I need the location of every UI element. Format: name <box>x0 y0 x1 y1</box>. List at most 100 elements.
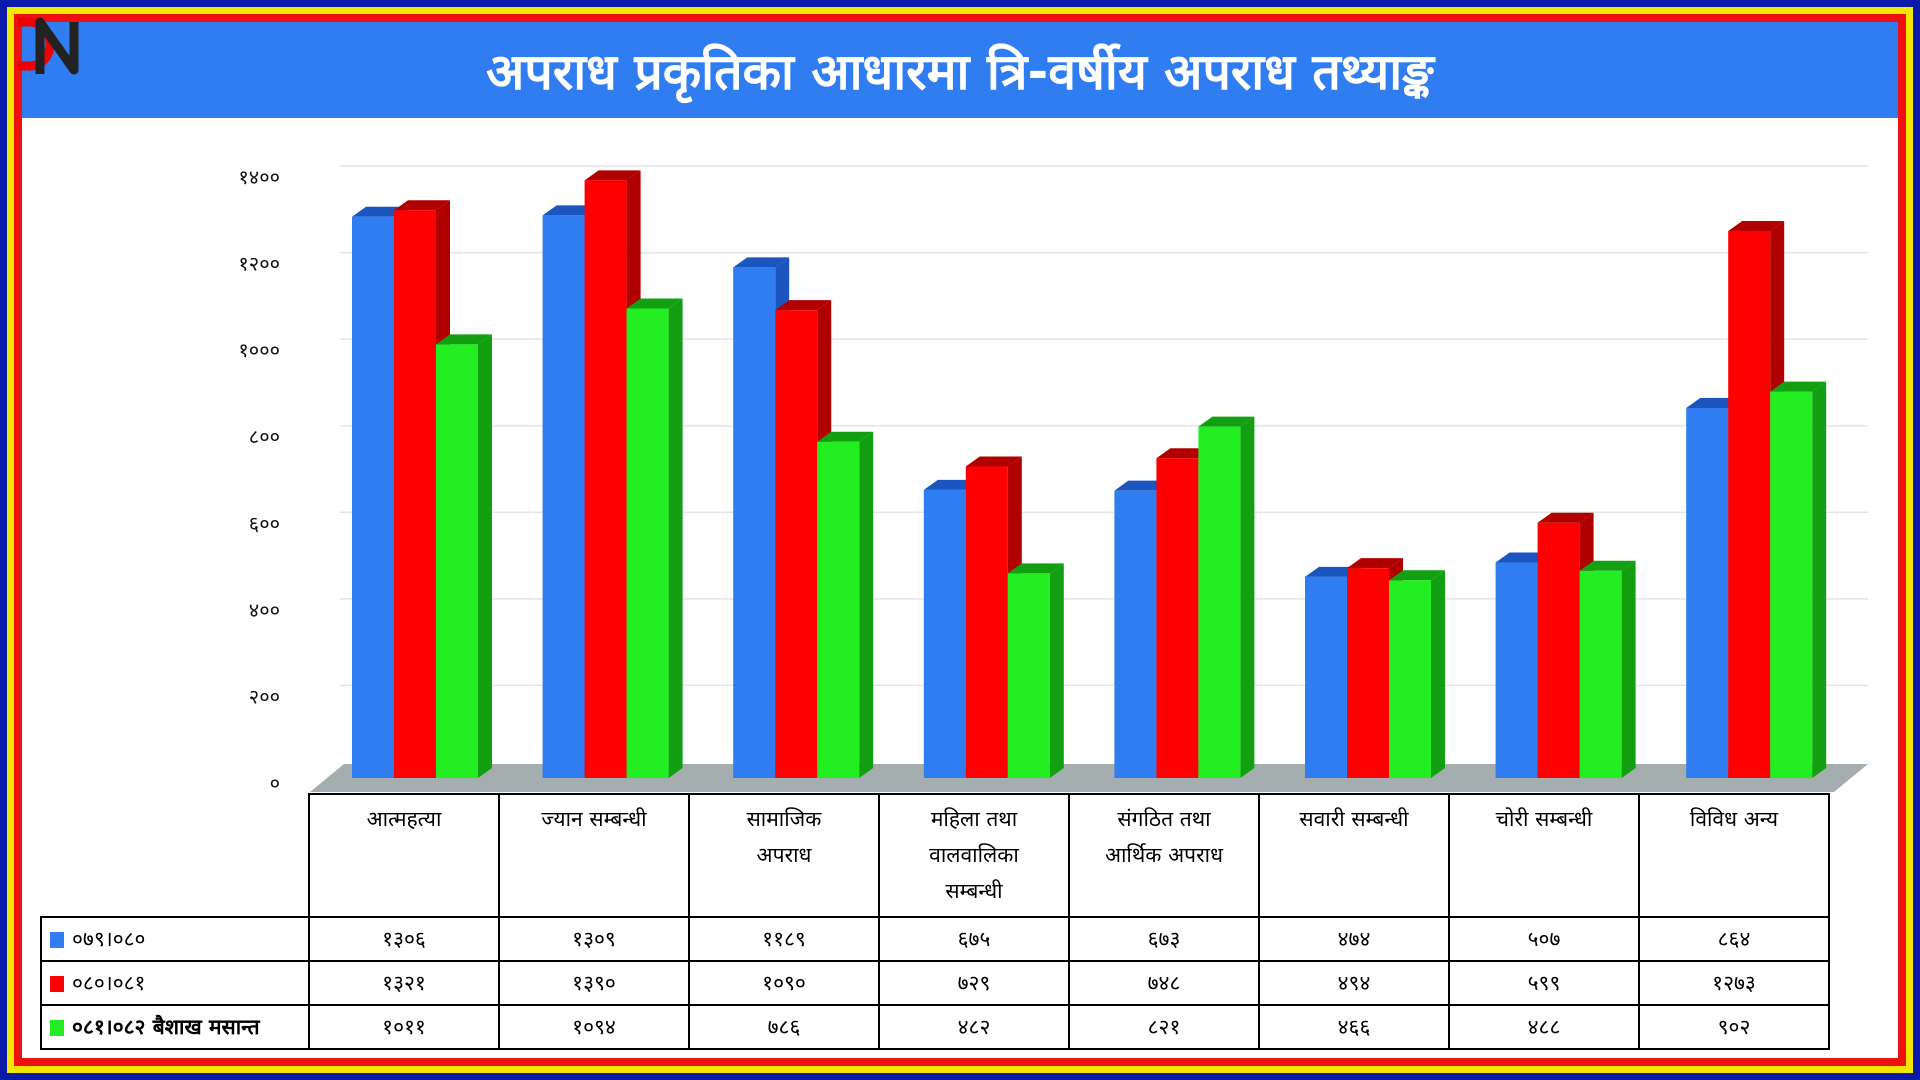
bar-side <box>1621 560 1636 778</box>
data-cell: ७८६ <box>688 1004 880 1050</box>
data-cell: ५९९ <box>1448 960 1640 1006</box>
data-cell: ८२१ <box>1068 1004 1260 1050</box>
category-label-line: ज्यान सम्बन्धी <box>541 807 647 831</box>
bar-top <box>1537 512 1594 523</box>
bar-top <box>1007 563 1064 574</box>
y-tick-label: १२०० <box>238 252 280 276</box>
bar <box>394 210 436 779</box>
category-header: चोरी सम्बन्धी <box>1448 793 1640 918</box>
data-cell: ४८२ <box>878 1004 1070 1050</box>
bar-top <box>436 334 492 345</box>
bar <box>1495 562 1538 778</box>
data-cell: ११८९ <box>688 916 880 962</box>
data-cell: १०९४ <box>498 1004 690 1050</box>
category-label-line: चोरी सम्बन्धी <box>1495 807 1593 831</box>
y-tick-label: २०० <box>249 684 280 708</box>
data-cell: ७२९ <box>878 960 1070 1006</box>
chart-title: अपराध प्रकृतिका आधारमा त्रि-वर्षीय अपराध… <box>486 43 1434 101</box>
bar <box>1686 408 1729 778</box>
bar-top <box>394 200 450 211</box>
category-label-line: वालवालिका <box>929 843 1019 867</box>
data-table: आत्महत्या ज्यान सम्बन्धी सामाजिक अपराध महिला… <box>40 793 1830 1050</box>
data-cell: १०९० <box>688 960 880 1006</box>
bar-side <box>1812 381 1827 778</box>
bar-top <box>1770 381 1827 392</box>
series-name: ०८०।०८१ <box>72 971 146 995</box>
category-label-line: अपराध <box>756 843 812 867</box>
bar-top <box>775 300 832 311</box>
bar-side <box>478 334 492 778</box>
bar <box>352 216 394 778</box>
data-cell: ८६४ <box>1638 916 1830 962</box>
bar <box>542 215 585 778</box>
table-header-row: आत्महत्या ज्यान सम्बन्धी सामाजिक अपराध महिला… <box>41 793 1830 918</box>
category-header: सामाजिक अपराध <box>688 793 880 918</box>
bar <box>1305 576 1347 778</box>
category-label-line: सवारी सम्बन्धी <box>1299 807 1409 831</box>
bar-top <box>817 431 874 442</box>
y-tick-label: ४०० <box>249 598 280 622</box>
chart-floor <box>310 764 1868 792</box>
bar-top <box>1728 220 1785 231</box>
data-cell: ७४८ <box>1068 960 1260 1006</box>
data-cell: ४८८ <box>1448 1004 1640 1050</box>
data-cell: १२७३ <box>1638 960 1830 1006</box>
bar <box>775 310 818 778</box>
bar-side <box>859 431 874 778</box>
bar <box>1389 580 1431 778</box>
category-label-line: सम्बन्धी <box>945 879 1003 903</box>
bar-top <box>626 298 683 309</box>
bar-top <box>1389 570 1445 581</box>
bar-top <box>733 257 790 268</box>
category-label-line: संगठित तथा <box>1117 807 1211 831</box>
legend-cell: ०७९।०८० <box>40 916 310 962</box>
table-row: ०८१।०८२ बैशाख मसान्त १०११ १०९४ ७८६ ४८२ ८२१ ४६६… <box>40 1004 1830 1050</box>
bar <box>923 489 966 778</box>
legend-cell: ०८०।०८१ <box>40 960 310 1006</box>
category-label-line: आत्महत्या <box>366 807 442 831</box>
data-cell: ४९४ <box>1258 960 1450 1006</box>
bar <box>626 308 669 778</box>
data-cell: १३०९ <box>498 916 690 962</box>
bar <box>1537 522 1580 778</box>
legend-swatch <box>50 1020 64 1036</box>
bar <box>965 466 1008 778</box>
table-row: ०७९।०८० १३०६ १३०९ ११८९ ६७५ ६७३ ४७४ ५०७ ८६४ <box>40 916 1830 962</box>
bar <box>733 267 776 778</box>
bar <box>1770 391 1813 778</box>
series-name: ०८१।०८२ बैशाख मसान्त <box>72 1015 260 1039</box>
category-label-line: सामाजिक <box>746 807 822 831</box>
data-cell: ४६६ <box>1258 1004 1450 1050</box>
bar <box>1198 426 1241 778</box>
legend-swatch <box>50 932 64 948</box>
y-tick-label: ० <box>270 771 280 795</box>
category-header: महिला तथा वालवालिका सम्बन्धी <box>878 793 1070 918</box>
bar-side <box>668 298 683 778</box>
bar-top <box>1347 558 1403 569</box>
title-bar: अपराध प्रकृतिका आधारमा त्रि-वर्षीय अपराध… <box>22 22 1898 118</box>
bar-top <box>1579 560 1636 571</box>
bar-side <box>1431 570 1445 778</box>
table-corner <box>41 794 310 917</box>
bar <box>1347 568 1389 778</box>
series-name: ०७९।०८० <box>72 927 146 951</box>
data-cell: ५०७ <box>1448 916 1640 962</box>
bar <box>436 344 478 778</box>
bar <box>1114 490 1157 778</box>
data-cell: ९०२ <box>1638 1004 1830 1050</box>
data-cell: १३२१ <box>308 960 500 1006</box>
bar-top <box>584 170 641 181</box>
category-label-line: आर्थिक अपराध <box>1104 843 1224 867</box>
category-header: संगठित तथा आर्थिक अपराध <box>1068 793 1260 918</box>
data-cell: १०११ <box>308 1004 500 1050</box>
bar <box>1728 230 1771 779</box>
category-header: विविध अन्य <box>1638 793 1830 918</box>
category-header: ज्यान सम्बन्धी <box>498 793 690 918</box>
data-cell: १३०६ <box>308 916 500 962</box>
logo-icon <box>18 17 79 75</box>
y-tick-label: १४०० <box>238 165 280 189</box>
legend-cell: ०८१।०८२ बैशाख मसान्त <box>40 1004 310 1050</box>
data-cell: १३९० <box>498 960 690 1006</box>
y-tick-label: १००० <box>238 338 280 362</box>
